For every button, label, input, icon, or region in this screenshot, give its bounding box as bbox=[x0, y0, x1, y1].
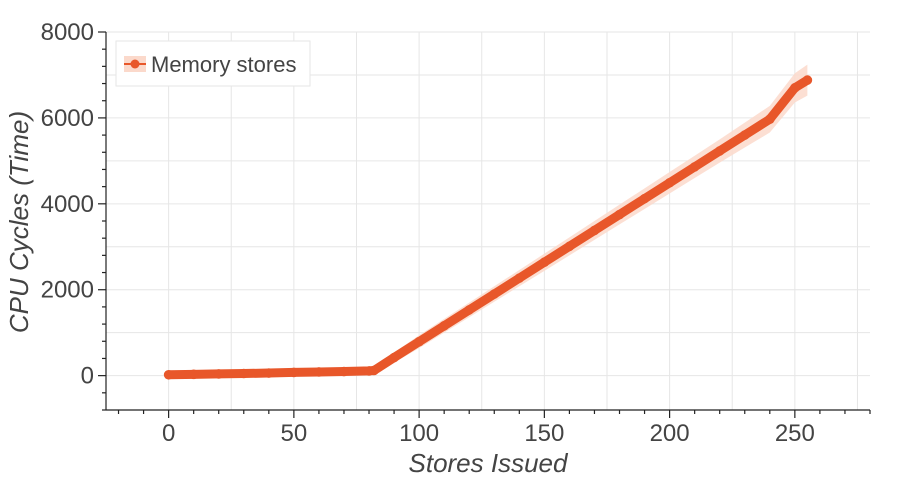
series-lines bbox=[163, 75, 813, 380]
legend-box bbox=[115, 40, 311, 87]
y-tick-label: 0 bbox=[81, 363, 94, 390]
data-point bbox=[739, 130, 750, 140]
legend[interactable]: Memory stores bbox=[115, 40, 311, 87]
data-point bbox=[802, 75, 813, 85]
data-point bbox=[514, 273, 525, 283]
y-tick-label: 8000 bbox=[41, 19, 94, 46]
data-point bbox=[564, 241, 575, 252]
x-tick-labels: 0 50 100 150 200 250 bbox=[162, 420, 815, 447]
data-point bbox=[389, 352, 399, 363]
y-tick-label: 4000 bbox=[41, 191, 94, 218]
data-point bbox=[765, 114, 775, 124]
data-point bbox=[664, 177, 675, 188]
data-point bbox=[369, 365, 379, 376]
x-tick-label: 150 bbox=[524, 420, 564, 447]
data-point bbox=[439, 321, 449, 331]
x-tick-label: 50 bbox=[281, 420, 308, 447]
x-tick-label: 200 bbox=[650, 420, 690, 447]
y-tick-labels: 0 2000 4000 6000 8000 bbox=[41, 19, 94, 390]
data-point bbox=[414, 336, 424, 347]
data-point bbox=[639, 193, 650, 204]
confidence-band bbox=[168, 64, 808, 377]
data-point bbox=[464, 305, 475, 315]
data-point bbox=[790, 83, 800, 93]
series-band-0 bbox=[168, 64, 808, 377]
data-point bbox=[539, 257, 550, 268]
axes bbox=[98, 31, 871, 418]
x-axis-title: Stores Issued bbox=[409, 448, 570, 478]
data-point bbox=[339, 366, 349, 377]
legend-marker-swatch bbox=[130, 59, 140, 69]
y-tick-label: 6000 bbox=[41, 105, 94, 132]
legend-label-memory-stores: Memory stores bbox=[151, 52, 296, 77]
x-tick-label: 0 bbox=[162, 420, 175, 447]
data-point bbox=[614, 209, 625, 220]
data-point bbox=[264, 368, 274, 378]
data-point bbox=[289, 367, 299, 378]
data-point bbox=[589, 225, 600, 236]
data-point bbox=[489, 289, 500, 299]
data-point bbox=[314, 367, 324, 377]
grid bbox=[105, 31, 870, 410]
data-point bbox=[213, 369, 224, 379]
data-point bbox=[714, 146, 725, 156]
y-axis-title: CPU Cycles (Time) bbox=[4, 111, 34, 333]
x-tick-label: 100 bbox=[399, 420, 439, 447]
series-line-0 bbox=[164, 75, 812, 380]
y-tick-label: 2000 bbox=[41, 277, 94, 304]
data-point bbox=[238, 368, 249, 379]
data-point bbox=[689, 162, 700, 172]
x-tick-label: 250 bbox=[775, 420, 815, 447]
data-point bbox=[163, 369, 174, 380]
data-point bbox=[188, 369, 199, 380]
